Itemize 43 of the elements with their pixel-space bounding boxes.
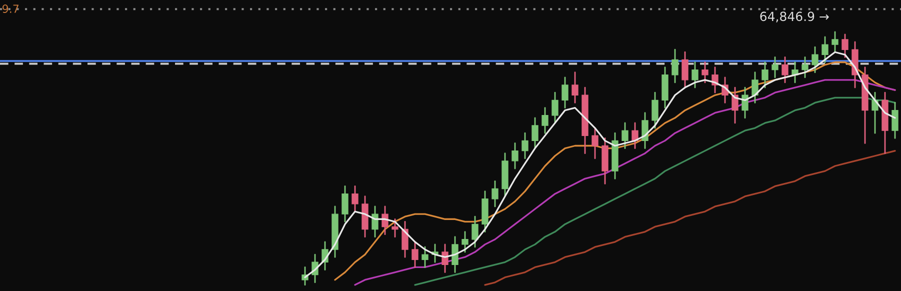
candlestick	[532, 117, 538, 149]
candlestick	[392, 218, 398, 238]
candlestick	[422, 246, 428, 268]
candlestick	[372, 206, 378, 238]
candlestick	[462, 231, 468, 253]
candlestick	[552, 92, 558, 124]
candlestick	[812, 46, 818, 74]
candlestick	[522, 132, 528, 160]
candlestick	[702, 62, 708, 84]
candlestick	[452, 236, 458, 273]
candlestick	[442, 244, 448, 273]
candlestick	[622, 122, 628, 149]
candlestick	[572, 72, 578, 104]
candlestick	[542, 107, 548, 134]
candlestick	[822, 36, 828, 63]
candlestick	[642, 112, 648, 149]
candlestick	[562, 76, 568, 108]
candlestick	[352, 186, 358, 212]
candlestick	[692, 62, 698, 88]
candlestick	[412, 241, 418, 268]
candlestick	[512, 142, 518, 170]
candlestick	[472, 216, 478, 248]
candlestick	[632, 122, 638, 149]
candlestick	[492, 180, 498, 208]
candlestick	[652, 92, 658, 129]
candlestick	[772, 56, 778, 78]
candlestick	[382, 206, 388, 236]
candlestick	[752, 72, 758, 104]
candlestick	[672, 48, 678, 84]
candlestick	[342, 186, 348, 222]
candlestick	[732, 86, 738, 124]
candlestick	[742, 86, 748, 119]
candlestick	[802, 56, 808, 78]
candlestick	[682, 51, 688, 88]
candlestick	[832, 31, 838, 53]
candlestick	[592, 127, 598, 160]
text: 9.7	[2, 4, 19, 13]
candlestick	[402, 220, 408, 258]
candlestick	[842, 34, 848, 58]
candlestick	[892, 102, 898, 139]
candlestick	[782, 56, 788, 84]
text: 64,846.9 →	[760, 12, 829, 22]
candlestick	[762, 62, 768, 88]
